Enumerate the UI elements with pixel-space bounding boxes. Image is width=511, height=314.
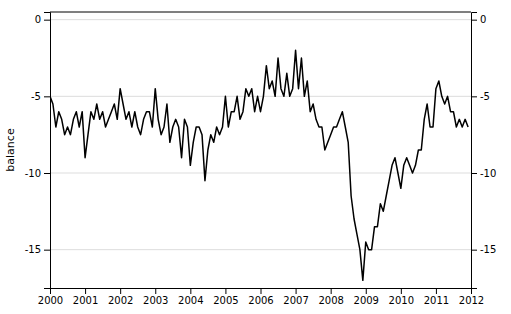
tick-mark — [225, 288, 226, 294]
tick-label: 2001 — [73, 295, 98, 306]
tick-mark — [261, 288, 262, 294]
tick-label: -10 — [25, 168, 41, 179]
chart: 2000 2001 2002 2003 2004 2005 2006 2007 2008 2009… — [0, 0, 511, 314]
tick-mark — [44, 20, 50, 21]
tick: 2007 — [283, 288, 308, 306]
tick: 0 — [35, 14, 50, 25]
tick: -5 — [471, 91, 490, 102]
tick-mark — [471, 20, 477, 21]
plot-frame — [50, 12, 471, 13]
tick-mark — [155, 288, 156, 294]
tick-mark — [44, 173, 50, 174]
tick-label: 0 — [35, 14, 41, 25]
tick-mark — [190, 288, 191, 294]
tick-label: -10 — [480, 168, 496, 179]
tick-mark — [401, 288, 402, 294]
y2-axis-line — [472, 13, 478, 289]
tick-label: 2003 — [143, 295, 168, 306]
tick-label: -5 — [480, 91, 490, 102]
grid-line — [50, 19, 471, 20]
y-axis-title: balance — [4, 128, 17, 172]
tick-label: 0 — [480, 14, 486, 25]
tick: -5 — [31, 91, 50, 102]
tick-label: 2002 — [108, 295, 133, 306]
tick: 2004 — [178, 288, 203, 306]
tick-mark — [366, 288, 367, 294]
tick: 2005 — [213, 288, 238, 306]
tick: 2008 — [318, 288, 343, 306]
tick-mark — [471, 173, 477, 174]
tick: 2011 — [424, 288, 449, 306]
tick-label: -5 — [31, 91, 41, 102]
grid-line — [50, 96, 471, 97]
plot-area — [50, 50, 468, 280]
tick-mark — [85, 288, 86, 294]
x-axis-line — [51, 289, 472, 295]
tick-mark — [44, 96, 50, 97]
y-axis-line — [44, 13, 51, 289]
grid — [50, 20, 471, 250]
tick: 2002 — [108, 288, 133, 306]
tick: -15 — [471, 244, 496, 255]
tick-label: -15 — [25, 244, 41, 255]
tick-label: 2011 — [424, 295, 449, 306]
tick: 2009 — [354, 288, 379, 306]
tick-label: 2012 — [459, 295, 484, 306]
tick-label: 2000 — [38, 295, 63, 306]
tick: -10 — [471, 168, 496, 179]
tick-mark — [120, 288, 121, 294]
tick-label: 2007 — [283, 295, 308, 306]
tick-label: 2010 — [389, 295, 414, 306]
tick-mark — [331, 288, 332, 294]
tick-mark — [436, 288, 437, 294]
tick-label: -15 — [480, 244, 496, 255]
tick: 2012 — [459, 288, 484, 306]
tick-mark — [44, 250, 50, 251]
tick-mark — [296, 288, 297, 294]
tick: -15 — [25, 244, 50, 255]
grid-line — [50, 249, 471, 250]
tick: -10 — [25, 168, 50, 179]
x-axis: 2000 2001 2002 2003 2004 2005 2006 2007 2008 2009… — [38, 288, 484, 306]
tick: 2010 — [389, 288, 414, 306]
y-axis: 0 -5 -10 -15 — [25, 13, 51, 289]
tick: 2001 — [73, 288, 98, 306]
tick-label: 2008 — [318, 295, 343, 306]
tick: 2006 — [248, 288, 273, 306]
tick: 2003 — [143, 288, 168, 306]
tick-label: 2009 — [354, 295, 379, 306]
tick-mark — [471, 96, 477, 97]
tick: 0 — [471, 14, 486, 25]
tick-label: 2004 — [178, 295, 203, 306]
y2-axis: 0 -5 -10 -15 — [471, 13, 496, 289]
tick-label: 2006 — [248, 295, 273, 306]
tick-mark — [471, 250, 477, 251]
line — [50, 50, 468, 280]
grid-line — [50, 173, 471, 174]
tick-label: 2005 — [213, 295, 238, 306]
tick: 2000 — [38, 288, 63, 306]
